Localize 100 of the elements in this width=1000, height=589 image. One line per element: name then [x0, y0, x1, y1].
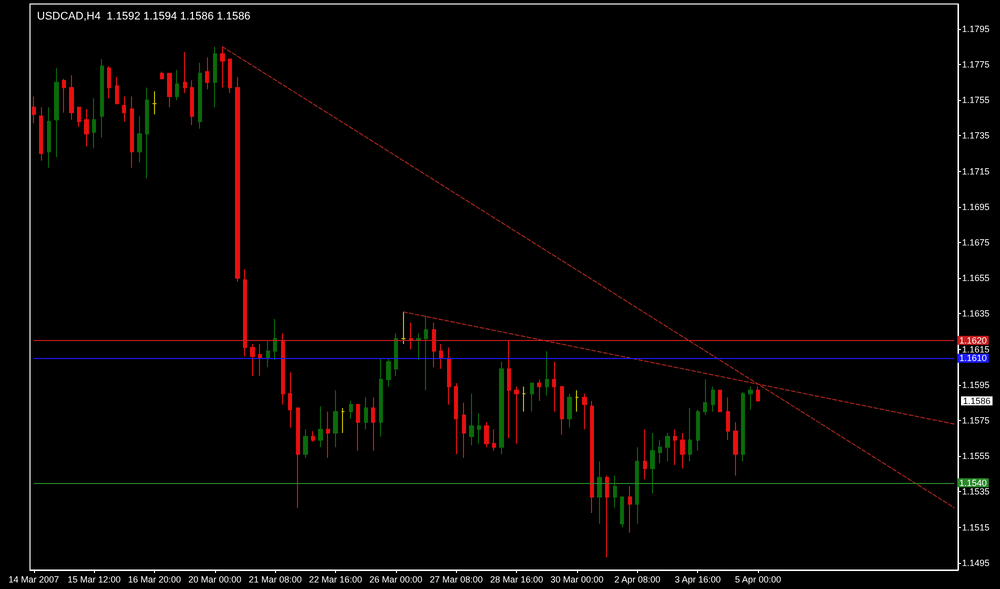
- candlestick: [688, 408, 692, 462]
- text: USDCAD,H4 1.1592 1.1594 1.1586 1.1586: [37, 10, 250, 22]
- candlestick: [137, 116, 142, 163]
- y-tick-label: 1.1795: [962, 24, 990, 34]
- candlestick: [213, 46, 217, 108]
- candlestick: [484, 422, 489, 448]
- candlestick: [250, 343, 255, 376]
- candlestick: [394, 332, 398, 376]
- y-tick-label: 1.1715: [962, 166, 990, 176]
- candlestick: [545, 350, 549, 396]
- candlestick: [401, 311, 406, 344]
- ref-line-label: 1.1610: [959, 353, 987, 364]
- candlestick: [507, 340, 511, 439]
- x-tick-label: 5 Apr 00:00: [735, 574, 782, 584]
- candlestick: [522, 386, 526, 412]
- x-tick-label: 3 Apr 16:00: [674, 574, 721, 584]
- candlestick: [560, 386, 564, 436]
- x-tick-label: 27 Mar 08:00: [430, 574, 483, 584]
- x-tick-label: 14 Mar 2007: [8, 574, 60, 584]
- candlestick: [643, 428, 647, 480]
- candlestick: [416, 332, 421, 360]
- x-tick-label: 15 Mar 12:00: [68, 574, 121, 584]
- candlestick: [258, 343, 262, 376]
- candlestick: [454, 382, 458, 455]
- candlestick: [537, 379, 541, 402]
- y-tick-label: 1.1635: [962, 308, 990, 319]
- candlestick: [167, 72, 172, 108]
- y-tick-label: 1.1775: [962, 60, 990, 70]
- y-tick-label: 1.1675: [962, 238, 990, 248]
- candlestick: [198, 62, 202, 130]
- candlestick: [567, 393, 572, 428]
- candlestick: [597, 460, 602, 524]
- candlestick: [748, 386, 753, 410]
- candlestick: [718, 390, 722, 412]
- candlestick: [228, 58, 232, 94]
- y-tick-label: 1.1535: [962, 486, 990, 497]
- candlestick: [47, 106, 51, 168]
- candlestick: [499, 361, 504, 455]
- candlestick: [552, 361, 556, 412]
- candlestick: [469, 393, 474, 446]
- candlestick: [303, 428, 308, 458]
- candlestick: [341, 408, 345, 434]
- candlestick: [673, 428, 677, 466]
- candlestick: [32, 96, 36, 124]
- candlestick: [100, 58, 104, 138]
- y-tick-label: 1.1595: [962, 380, 990, 390]
- x-tick-label: 2 Apr 08:00: [614, 574, 660, 584]
- candlestick: [613, 475, 617, 508]
- candlestick: [84, 108, 89, 147]
- x-tick-label: 20 Mar 00:00: [188, 574, 242, 584]
- candlestick: [220, 46, 225, 88]
- candlestick: [386, 358, 391, 388]
- candlestick: [349, 400, 353, 420]
- candlestick: [54, 68, 59, 158]
- candlestick: [77, 106, 81, 128]
- candlestick: [650, 432, 655, 494]
- candlestick: [296, 408, 300, 508]
- candlestick: [575, 390, 579, 412]
- candlestick: [756, 386, 760, 402]
- y-tick-label: 1.1615: [962, 344, 990, 354]
- candlestick: [726, 396, 730, 441]
- candlestick: [356, 404, 360, 452]
- x-tick-label: 26 Mar 00:00: [369, 574, 422, 584]
- candlestick: [130, 96, 134, 168]
- y-tick-label: 1.1695: [962, 202, 990, 212]
- candlestick: [205, 56, 209, 90]
- candlestick: [107, 66, 111, 99]
- candlestick: [432, 322, 436, 368]
- candlestick: [733, 422, 738, 476]
- x-tick-label: 22 Mar 16:00: [309, 574, 362, 584]
- y-tick-label: 1.1515: [962, 522, 990, 532]
- candlestick: [273, 318, 277, 360]
- y-tick-label: 1.1575: [962, 415, 990, 426]
- candlestick: [590, 400, 594, 514]
- x-tick-label: 30 Mar 00:00: [550, 574, 604, 584]
- candlestick: [665, 432, 670, 462]
- candlestick: [62, 78, 66, 114]
- candlestick: [658, 440, 662, 464]
- candlestick: [680, 432, 685, 470]
- candlestick: [318, 406, 323, 448]
- candlestick: [190, 80, 194, 126]
- candlestick: [409, 322, 413, 350]
- x-tick-label: 28 Mar 16:00: [490, 574, 544, 584]
- y-tick-label: 1.1735: [962, 130, 990, 141]
- candlestick: [175, 69, 179, 101]
- candlestick: [122, 96, 126, 122]
- candlestick: [145, 87, 149, 179]
- y-tick-label: 1.1555: [962, 451, 990, 462]
- ref-line-label: 1.1620: [959, 335, 987, 346]
- candlestick: [364, 396, 368, 430]
- candlestick: [311, 430, 315, 442]
- candlestick: [439, 343, 443, 370]
- candlestick: [462, 402, 466, 458]
- candlestick: [424, 314, 428, 391]
- candlestick: [160, 71, 164, 80]
- candlestick: [69, 74, 74, 120]
- candlestick: [243, 268, 247, 357]
- candlestick: [92, 98, 96, 149]
- candlestick: [605, 475, 609, 558]
- x-tick-label: 16 Mar 20:00: [128, 574, 182, 584]
